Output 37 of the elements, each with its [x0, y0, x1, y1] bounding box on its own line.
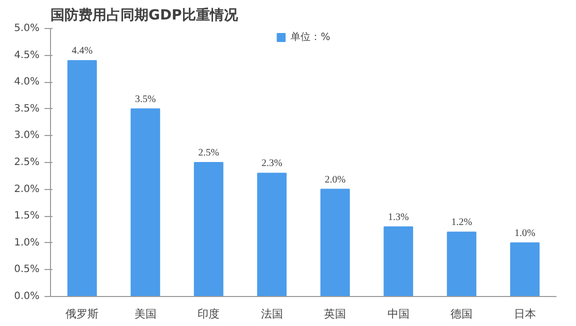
- data-label: 1.3%: [388, 212, 409, 223]
- data-label: 3.5%: [134, 94, 156, 105]
- y-tick-label: 0.5%: [14, 264, 40, 276]
- data-label: 1.2%: [451, 217, 472, 228]
- bar: [130, 108, 160, 296]
- data-label: 2.0%: [324, 174, 346, 186]
- x-tick-label: 印度: [198, 308, 220, 320]
- x-tick-label: 美国: [134, 308, 156, 320]
- x-tick-label: 俄罗斯: [66, 308, 99, 320]
- y-tick-label: 3.5%: [14, 103, 40, 114]
- data-label: 4.4%: [72, 46, 93, 57]
- y-tick-label: 4.5%: [14, 50, 40, 61]
- y-tick-label: 5.0%: [14, 23, 40, 34]
- bar: [257, 172, 287, 296]
- bar: [67, 60, 97, 296]
- legend-label: 单位：%: [290, 30, 330, 44]
- chart-title: 国防费用占同期GDP比重情况: [50, 6, 239, 24]
- data-label: 2.5%: [198, 148, 220, 158]
- x-tick-label: 中国: [387, 308, 410, 320]
- bar: [446, 232, 476, 296]
- x-tick-label: 法国: [260, 308, 283, 320]
- y-tick-label: 2.5%: [14, 157, 40, 168]
- bar: [194, 162, 224, 296]
- y-tick-label: 1.5%: [14, 210, 40, 222]
- x-tick-label: 日本: [514, 308, 536, 320]
- y-tick-label: 3.0%: [14, 130, 40, 142]
- data-label: 2.3%: [261, 158, 282, 170]
- data-label: 1.0%: [514, 228, 536, 239]
- y-tick-label: 0.0%: [14, 291, 40, 302]
- x-tick-label: 德国: [450, 308, 473, 320]
- bar: [510, 242, 540, 296]
- bar: [384, 226, 414, 296]
- y-tick-label: 2.0%: [14, 184, 40, 195]
- y-tick-label: 1.0%: [14, 237, 40, 248]
- x-tick-label: 英国: [324, 308, 346, 320]
- y-tick-label: 4.0%: [14, 76, 40, 88]
- bar: [320, 188, 350, 296]
